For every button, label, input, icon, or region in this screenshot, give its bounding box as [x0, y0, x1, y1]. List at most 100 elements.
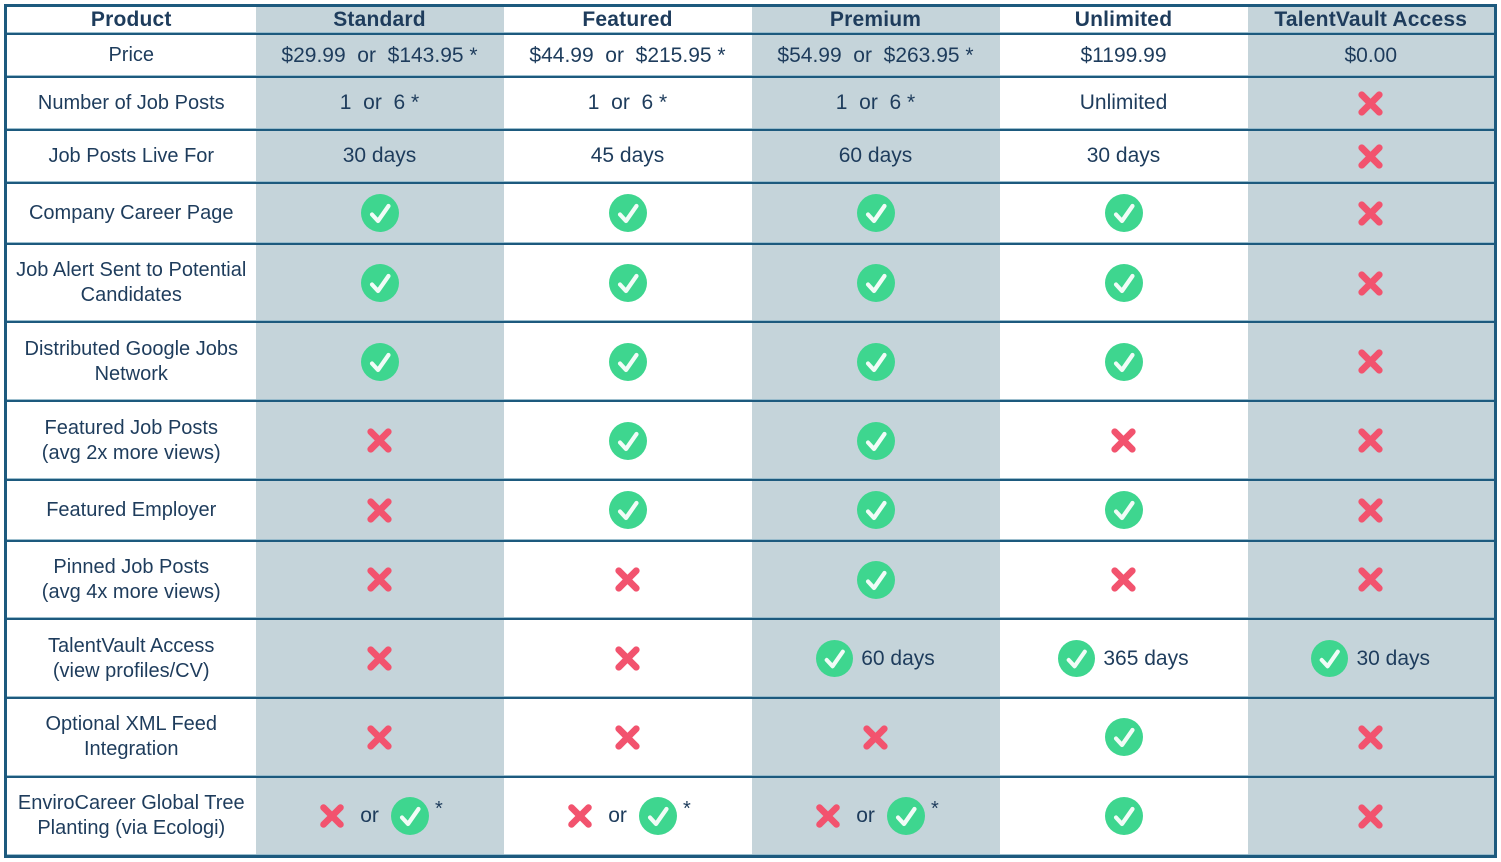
cross-icon — [863, 725, 888, 750]
table-row-featured-job-posts: Featured Job Posts (avg 2x more views) — [5, 401, 1496, 481]
included-indicator — [262, 194, 498, 233]
cell-talentvault-access — [1247, 183, 1496, 245]
included-indicator — [758, 342, 994, 381]
excluded-indicator — [1254, 267, 1489, 300]
included-indicator — [510, 421, 746, 460]
check-icon — [608, 421, 647, 460]
cell-talentvault-access — [1247, 77, 1496, 132]
excluded-indicator — [1254, 424, 1489, 457]
cell-value: $54.99 or $263.95 * — [777, 43, 974, 67]
check-icon — [608, 264, 647, 303]
excluded-indicator — [1254, 800, 1489, 833]
cell-premium: or * — [751, 776, 1000, 858]
excluded-indicator — [262, 424, 498, 457]
column-header-talentvault-access: TalentVault Access — [1247, 5, 1496, 36]
cell-unlimited — [999, 479, 1248, 542]
included-indicator — [510, 342, 746, 381]
excluded-indicator — [1254, 494, 1489, 527]
cell-standard — [255, 243, 504, 324]
cross-icon — [367, 567, 392, 593]
cell-featured: 45 days — [503, 130, 752, 185]
cell-value: 60 days — [838, 144, 913, 168]
cell-talentvault-access — [1247, 698, 1496, 778]
included-indicator — [510, 264, 746, 303]
check-icon — [886, 797, 925, 836]
table-body: Price $29.99 or $143.95 * $44.99 or $215.9… — [5, 34, 1496, 858]
cross-icon — [1111, 567, 1136, 593]
cell-featured — [503, 479, 752, 542]
cell-featured — [503, 183, 752, 245]
cell-value: $1199.99 — [1080, 43, 1167, 67]
excluded-indicator — [1006, 424, 1242, 457]
cell-unlimited — [999, 243, 1248, 324]
cell-value: $0.00 — [1344, 43, 1398, 67]
excluded-indicator — [758, 721, 994, 754]
cell-talentvault-access: $0.00 — [1247, 34, 1496, 79]
included-indicator — [262, 342, 498, 381]
cell-value: 1 or 6 * — [835, 91, 916, 115]
cell-premium: 60 days — [751, 130, 1000, 185]
cross-icon — [1358, 428, 1383, 453]
row-label: Job Alert Sent to Potential Candidates — [5, 243, 256, 324]
check-icon — [1104, 797, 1143, 836]
row-label: Optional XML Feed Integration — [5, 698, 256, 778]
cross-icon — [1358, 804, 1383, 829]
row-label: Number of Job Posts — [5, 77, 256, 132]
cell-value: 30 days — [1086, 144, 1161, 168]
table-row-job-posts-live-for: Job Posts Live For 30 days 45 days 60 days 3… — [5, 130, 1496, 185]
duration-text: 365 days — [1103, 646, 1189, 670]
check-icon — [360, 342, 399, 381]
row-label: Job Posts Live For — [5, 130, 256, 185]
cell-talentvault-access — [1247, 322, 1496, 403]
cell-standard — [255, 698, 504, 778]
check-icon — [1104, 718, 1143, 757]
included-indicator — [1006, 491, 1242, 530]
row-label: Pinned Job Posts (avg 4x more views) — [5, 540, 256, 621]
cell-unlimited — [999, 401, 1248, 481]
cell-value: $44.99 or $215.95 * — [529, 43, 726, 67]
cross-icon — [367, 498, 392, 523]
check-icon — [1104, 491, 1143, 530]
cell-premium — [751, 479, 1000, 542]
cell-featured — [503, 619, 752, 700]
included-indicator — [758, 194, 994, 233]
asterisk: * — [930, 797, 939, 820]
included-indicator — [758, 421, 994, 460]
excluded-indicator — [1254, 563, 1489, 596]
cell-talentvault-access: 30 days — [1247, 619, 1496, 700]
cell-standard — [255, 619, 504, 700]
row-label: TalentVault Access (view profiles/CV) — [5, 619, 256, 700]
included-indicator — [1006, 718, 1242, 757]
column-header-premium: Premium — [751, 5, 1000, 36]
cell-featured — [503, 322, 752, 403]
cell-unlimited — [999, 698, 1248, 778]
check-icon — [1311, 640, 1349, 678]
row-label: Featured Employer — [5, 479, 256, 542]
check-icon — [856, 194, 895, 233]
row-label: Company Career Page — [5, 183, 256, 245]
row-label: Distributed Google Jobs Network — [5, 322, 256, 403]
cross-icon — [1358, 349, 1383, 374]
or-text: or — [608, 804, 627, 828]
excluded-indicator — [262, 642, 498, 675]
duration-text: 60 days — [861, 646, 935, 670]
cross-icon — [816, 804, 841, 829]
cross-or-check-indicator: or * — [262, 797, 498, 836]
column-header-featured: Featured — [503, 5, 752, 36]
cross-icon — [367, 646, 392, 671]
row-label: Price — [5, 34, 256, 79]
included-with-duration: 60 days — [758, 640, 994, 678]
excluded-indicator — [1006, 563, 1242, 596]
excluded-indicator — [1254, 721, 1489, 754]
check-icon — [1104, 342, 1143, 381]
cell-unlimited: 30 days — [999, 130, 1248, 185]
cell-standard — [255, 479, 504, 542]
cell-featured — [503, 540, 752, 621]
check-icon — [856, 560, 895, 599]
excluded-indicator — [1254, 140, 1489, 173]
check-icon — [360, 194, 399, 233]
table-row-number-of-job-posts: Number of Job Posts 1 or 6 * 1 or 6 * 1 or … — [5, 77, 1496, 132]
cross-icon — [1358, 567, 1383, 593]
cross-icon — [367, 428, 392, 453]
check-icon — [360, 264, 399, 303]
